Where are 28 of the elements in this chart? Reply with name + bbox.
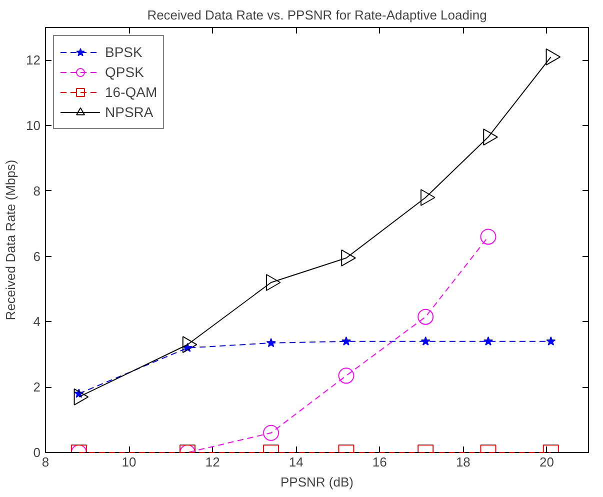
point xyxy=(338,368,354,384)
legend-label: NPSRA xyxy=(105,104,154,120)
y-tick-label: 10 xyxy=(26,118,41,134)
legend-label: BPSK xyxy=(105,44,142,60)
point xyxy=(263,424,280,441)
legend-label: 16-QAM xyxy=(105,84,158,100)
point xyxy=(483,336,494,346)
y-axis-title: Received Data Rate (Mbps) xyxy=(3,160,18,320)
point xyxy=(341,336,352,346)
x-axis-title: PPSNR (dB) xyxy=(280,474,354,490)
point xyxy=(420,336,430,346)
x-tick-label: 20 xyxy=(540,454,554,470)
x-tick-label: 10 xyxy=(122,454,136,470)
point xyxy=(480,228,496,245)
point xyxy=(546,336,556,346)
y-tick-label: 2 xyxy=(33,380,41,395)
x-tick-label: 18 xyxy=(456,454,470,470)
y-tick-label: 6 xyxy=(33,248,41,264)
y-tick-label: 8 xyxy=(33,183,41,198)
legend-label: QPSK xyxy=(105,64,144,80)
y-tick-label: 12 xyxy=(26,52,41,68)
x-tick-label: 16 xyxy=(372,454,387,470)
chart-title: Received Data Rate vs. PPSNR for Rate-Adaptive Loading xyxy=(147,8,487,22)
y-tick-label: 4 xyxy=(33,314,41,330)
x-tick-label: 14 xyxy=(288,454,304,470)
point xyxy=(418,308,434,325)
x-tick-label: 12 xyxy=(205,454,220,470)
y-tick-label: 0 xyxy=(33,445,41,460)
